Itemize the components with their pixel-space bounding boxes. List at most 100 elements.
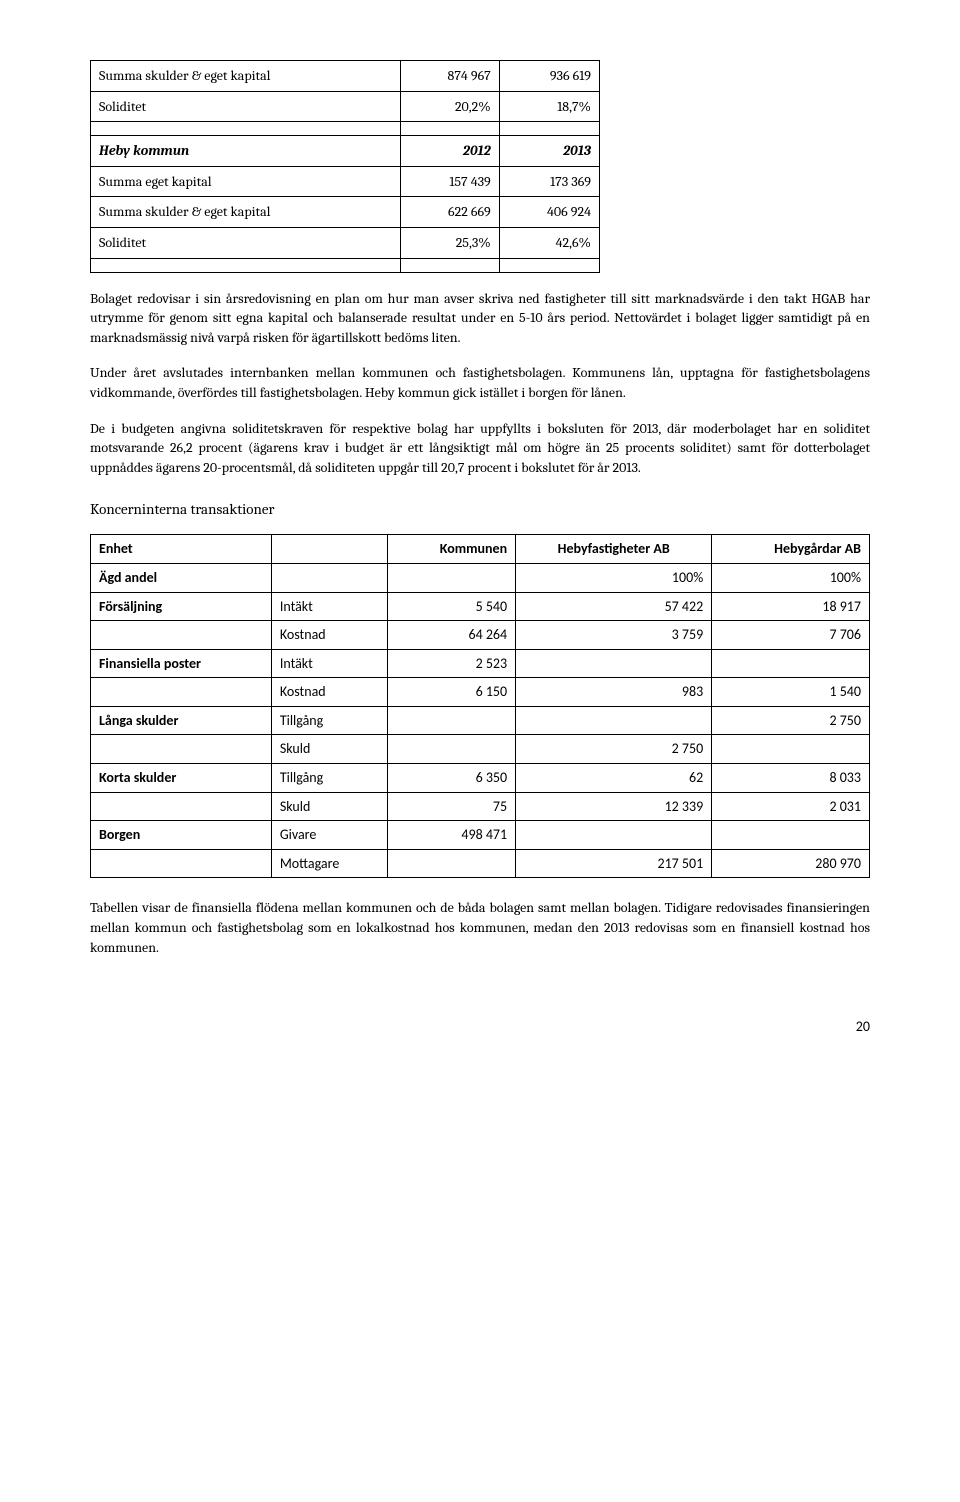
cell [516,821,712,850]
cell [516,649,712,678]
cell: 20,2% [400,91,499,122]
table-row [91,122,600,136]
cell: 2 523 [388,649,516,678]
cell: 874 967 [400,61,499,92]
row-label: Heby kommun [91,136,401,167]
cell [271,563,387,592]
cell [91,792,272,821]
cell: Givare [271,821,387,850]
cell [712,735,870,764]
table-row: Summa eget kapital 157 439 173 369 [91,166,600,197]
cell: 157 439 [400,166,499,197]
cell: 6 350 [388,764,516,793]
col-header: Hebygårdar AB [712,535,870,564]
cell: Mottagare [271,849,387,878]
table-row: BorgenGivare498 471 [91,821,870,850]
cell [91,621,272,650]
table-row [91,258,600,272]
table-header-row: Heby kommun 2012 2013 [91,136,600,167]
cell [91,849,272,878]
cell: 983 [516,678,712,707]
cell: 1 540 [712,678,870,707]
cell [91,735,272,764]
cell: 2013 [499,136,599,167]
col-header: Hebyfastigheter AB [516,535,712,564]
transactions-table: Enhet Kommunen Hebyfastigheter AB Hebygå… [90,534,870,878]
cell [388,563,516,592]
paragraph: De i budgeten angivna soliditetskraven f… [90,419,870,478]
cell: Tillgång [271,764,387,793]
row-label: Soliditet [91,227,401,258]
table-row: FörsäljningIntäkt5 54057 42218 917 [91,592,870,621]
table-header-row: Enhet Kommunen Hebyfastigheter AB Hebygå… [91,535,870,564]
cell: 173 369 [499,166,599,197]
table-row: Ägd andel 100%100% [91,563,870,592]
cell: 406 924 [499,197,599,228]
cell: 42,6% [499,227,599,258]
cell: 100% [712,563,870,592]
paragraph: Tabellen visar de finansiella flödena me… [90,898,870,957]
col-header: Kommunen [388,535,516,564]
cell: Intäkt [271,592,387,621]
cell [712,821,870,850]
cell: 64 264 [388,621,516,650]
cell: 12 339 [516,792,712,821]
col-header: Enhet [91,535,272,564]
cell: 2 750 [712,706,870,735]
table-row: Soliditet 25,3% 42,6% [91,227,600,258]
cell: 5 540 [388,592,516,621]
table-row: Soliditet 20,2% 18,7% [91,91,600,122]
cell: Långa skulder [91,706,272,735]
cell: Tillgång [271,706,387,735]
cell: 2 750 [516,735,712,764]
row-label: Summa skulder & eget kapital [91,61,401,92]
table-row: Långa skulderTillgång 2 750 [91,706,870,735]
cell [388,735,516,764]
paragraph: Under året avslutades internbanken mella… [90,363,870,402]
section-heading: Koncerninterna transaktioner [90,499,870,520]
summary-table-1: Summa skulder & eget kapital 874 967 936… [90,60,600,273]
cell: 622 669 [400,197,499,228]
cell: 7 706 [712,621,870,650]
table-row: Summa skulder & eget kapital 622 669 406… [91,197,600,228]
cell: Korta skulder [91,764,272,793]
cell: Ägd andel [91,563,272,592]
row-label: Summa skulder & eget kapital [91,197,401,228]
row-label: Soliditet [91,91,401,122]
cell: 3 759 [516,621,712,650]
cell: 2 031 [712,792,870,821]
table-row: Skuld 2 750 [91,735,870,764]
paragraph: Bolaget redovisar i sin årsredovisning e… [90,289,870,348]
col-header [271,535,387,564]
cell [712,649,870,678]
cell: Finansiella poster [91,649,272,678]
cell: 62 [516,764,712,793]
cell: 8 033 [712,764,870,793]
cell: 280 970 [712,849,870,878]
page-number: 20 [90,1017,870,1037]
cell: Skuld [271,735,387,764]
cell [388,849,516,878]
cell: Kostnad [271,621,387,650]
cell: 100% [516,563,712,592]
cell [388,706,516,735]
cell: 936 619 [499,61,599,92]
cell: 6 150 [388,678,516,707]
cell: 2012 [400,136,499,167]
cell: 498 471 [388,821,516,850]
table-row: Finansiella posterIntäkt2 523 [91,649,870,678]
cell: Skuld [271,792,387,821]
cell [91,678,272,707]
cell: 18 917 [712,592,870,621]
table-row: Skuld7512 3392 031 [91,792,870,821]
cell: 217 501 [516,849,712,878]
table-row: Kostnad64 2643 7597 706 [91,621,870,650]
row-label: Summa eget kapital [91,166,401,197]
cell: Borgen [91,821,272,850]
cell: 18,7% [499,91,599,122]
cell: Intäkt [271,649,387,678]
cell: 25,3% [400,227,499,258]
cell: Kostnad [271,678,387,707]
table-row: Korta skulderTillgång6 350628 033 [91,764,870,793]
table-row: Kostnad6 1509831 540 [91,678,870,707]
